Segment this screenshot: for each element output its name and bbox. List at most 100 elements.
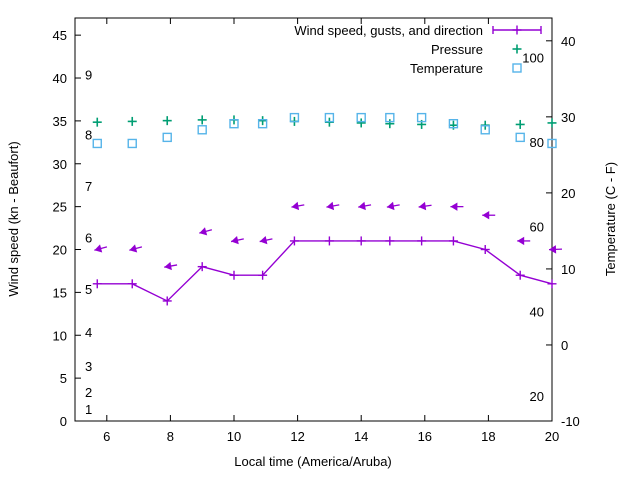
y-tick-label: 20 [53,243,67,258]
temperature-marker [385,112,395,123]
gust-arrow-head [94,244,103,253]
beaufort-scale-labels: 1 2 3 4 5 6 7 8 9 [85,68,92,417]
x-tick-label: 10 [227,429,241,444]
beaufort-label: 1 [85,402,92,417]
gust-arrow [94,244,108,253]
gust-arrow-head [199,227,208,236]
beaufort-label: 2 [85,385,92,400]
gust-arrow-head [517,236,525,246]
x-axis-label: Local time (America/Aruba) [234,454,392,469]
legend-sample-marker [512,63,522,73]
gust-arrow [386,201,400,211]
gust-arrow-head [291,201,300,211]
beaufort-label: 5 [85,282,92,297]
y-tick-label: 40 [53,71,67,86]
chart-legend: Wind speed, gusts, and direction Pressure… [294,23,542,76]
legend-entry-label: Wind speed, gusts, and direction [294,23,483,38]
x-tick-label: 12 [290,429,304,444]
fahrenheit-label: 20 [530,389,544,404]
temperature-series [92,112,557,149]
y2-tick-label: 10 [561,262,575,277]
gust-arrow [517,236,531,246]
y-tick-label: 45 [53,28,67,43]
x-tick-label: 8 [167,429,174,444]
beaufort-label: 4 [85,325,92,340]
gust-arrow-head [450,202,458,211]
x-tick-label: 16 [418,429,432,444]
gust-arrow-head [231,235,239,245]
y2-tick-label: 40 [561,34,575,49]
temperature-marker [448,118,459,129]
gust-direction-series [94,201,563,271]
gust-arrow [548,245,563,254]
y-axis-label: Wind speed (kn - Beaufort) [6,141,21,296]
y-axis-ticks: 0 5 10 15 20 25 30 35 40 45 [53,28,81,429]
wind-speed-series [92,236,557,306]
gust-arrow [164,261,178,271]
fahrenheit-label: 80 [530,135,544,150]
y-tick-label: 25 [53,200,67,215]
y-tick-label: 30 [53,157,67,172]
y-tick-label: 10 [53,328,67,343]
temperature-marker [547,138,557,149]
beaufort-label: 8 [85,128,92,143]
gust-arrow-head [418,201,427,211]
x-tick-label: 18 [481,429,495,444]
plot-frame [74,17,553,422]
x-tick-label: 6 [103,429,110,444]
fahrenheit-label: 100 [522,51,544,66]
gust-arrow [129,244,143,253]
y-tick-label: 0 [60,414,67,429]
gust-arrow-head [326,201,335,211]
y-tick-label: 5 [60,371,67,386]
fahrenheit-scale-labels: 20 40 60 80 100 [522,51,544,404]
beaufort-label: 3 [85,359,92,374]
fahrenheit-label: 60 [530,219,544,234]
y2-axis-ticks: -10 0 10 20 30 40 [546,34,580,429]
fahrenheit-label: 40 [530,305,544,320]
beaufort-label: 9 [85,68,92,83]
x-tick-label: 14 [354,429,368,444]
temperature-marker [197,125,207,135]
temperature-marker [289,112,300,123]
temperature-marker [127,138,137,149]
y2-axis-label: Temperature (C - F) [603,162,618,276]
temperature-marker [324,112,335,123]
gust-arrow-head [129,244,138,253]
gust-arrow-head [164,261,172,271]
gust-arrow [259,235,273,245]
legend-entry-label: Temperature [410,61,483,76]
y2-tick-label: 0 [561,338,568,353]
temperature-marker [257,118,268,129]
gust-arrow [482,211,496,220]
gust-arrow [199,227,213,236]
temperature-marker [356,112,366,123]
gust-arrow-head [482,211,490,220]
gust-arrow [450,202,464,211]
gust-arrow-head [386,201,395,211]
temperature-marker [162,132,172,143]
gust-arrow [326,201,340,211]
temperature-marker [92,138,102,149]
y-tick-label: 15 [53,285,67,300]
beaufort-label: 6 [85,231,92,246]
gust-arrow [291,201,305,211]
gust-arrow-head [358,201,366,211]
gust-arrow-head [259,235,268,245]
beaufort-label: 7 [85,179,92,194]
temperature-marker [480,125,490,135]
gust-arrow-head [549,245,557,254]
gust-arrow [418,201,432,211]
gust-arrow [358,201,372,211]
legend-entry-label: Pressure [431,42,483,57]
x-tick-label: 20 [545,429,559,444]
temperature-marker [416,112,427,123]
x-axis-ticks: 6 8 10 12 14 16 18 20 [103,18,559,444]
y2-tick-label: 20 [561,186,575,201]
y-tick-label: 35 [53,114,67,129]
gust-arrow [230,235,244,245]
y2-tick-label: 30 [561,110,575,125]
